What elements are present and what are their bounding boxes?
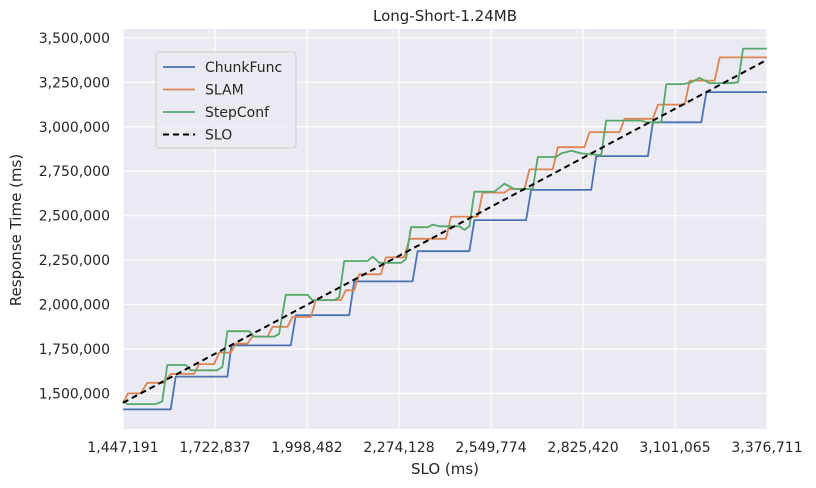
chart-title: Long-Short-1.24MB bbox=[373, 7, 517, 25]
legend-items: ChunkFunc SLAM StepConf SLO bbox=[163, 60, 282, 144]
y-tick-label: 1,750,000 bbox=[39, 342, 110, 358]
series-line-slam bbox=[122, 56, 767, 404]
y-tick-label: 2,000,000 bbox=[39, 298, 110, 314]
y-tick-label: 2,500,000 bbox=[39, 209, 110, 225]
y-tick-label: 2,250,000 bbox=[39, 253, 110, 269]
legend-label-slam: SLAM bbox=[205, 83, 244, 99]
y-axis-label: Response Time (ms) bbox=[7, 154, 25, 306]
y-tick-label: 3,500,000 bbox=[39, 31, 110, 47]
series-line-slo bbox=[122, 58, 768, 404]
x-axis-label: SLO (ms) bbox=[411, 460, 479, 478]
y-tick-labels: 1,500,000 1,750,000 2,000,000 2,250,000 2,50… bbox=[39, 31, 110, 403]
x-tick-label: 2,825,420 bbox=[547, 440, 618, 456]
legend-label-slo: SLO bbox=[205, 128, 232, 144]
y-tick-label: 1,500,000 bbox=[39, 386, 110, 402]
y-tick-label: 2,750,000 bbox=[39, 164, 110, 180]
legend-box bbox=[155, 51, 297, 149]
x-tick-label: 3,101,065 bbox=[639, 440, 710, 456]
legend: ChunkFunc SLAM StepConf SLO bbox=[155, 51, 297, 149]
x-tick-label: 1,447,191 bbox=[87, 440, 158, 456]
x-tick-label: 1,722,837 bbox=[179, 440, 250, 456]
y-tick-label: 3,000,000 bbox=[39, 120, 110, 136]
series-line-chunkfunc bbox=[123, 91, 767, 411]
x-tick-label: 2,549,774 bbox=[455, 440, 526, 456]
series-lines bbox=[122, 47, 768, 411]
x-tick-label: 2,274,128 bbox=[363, 440, 434, 456]
x-tick-label: 3,376,711 bbox=[731, 440, 802, 456]
series-line-stepconf bbox=[122, 47, 767, 405]
x-tick-label: 1,998,482 bbox=[271, 440, 342, 456]
y-tick-label: 3,250,000 bbox=[39, 75, 110, 91]
legend-label-chunkfunc: ChunkFunc bbox=[205, 60, 282, 76]
legend-label-stepconf: StepConf bbox=[205, 105, 270, 121]
x-tick-labels: 1,447,191 1,722,837 1,998,482 2,274,128 2,54… bbox=[87, 440, 802, 456]
